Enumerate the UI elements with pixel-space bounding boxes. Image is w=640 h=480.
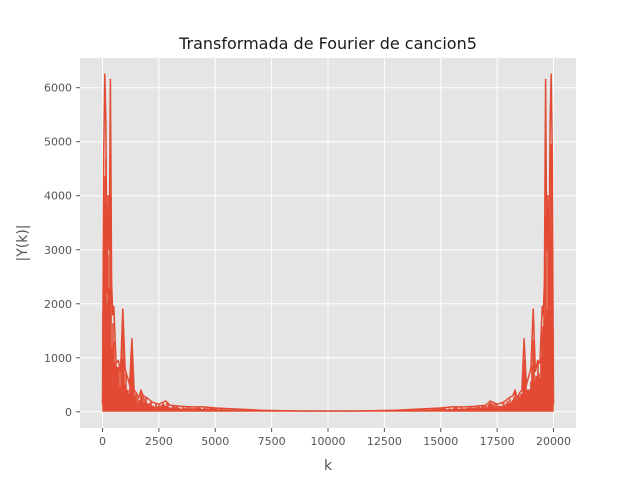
series-point: [110, 281, 113, 283]
series-point: [451, 406, 453, 408]
series-point: [191, 406, 194, 408]
series-point: [372, 409, 374, 412]
x-ticks: 0 2500 5000 7500 10000 12500 15000 17500 20000: [99, 428, 571, 448]
series-point: [525, 384, 528, 386]
y-tick-label: 5000: [44, 136, 72, 149]
series-point: [102, 154, 105, 156]
series-point: [516, 397, 519, 400]
y-tick-label: 2000: [44, 298, 72, 311]
series-point: [521, 389, 523, 391]
series-point: [473, 405, 476, 408]
series-point: [131, 338, 133, 340]
series-point: [485, 404, 487, 407]
series-point: [133, 389, 135, 391]
series-point: [507, 397, 510, 400]
series-point: [124, 367, 126, 370]
series-point: [523, 338, 525, 340]
y-axis-label: |Y(k)|: [15, 224, 31, 261]
series-point: [126, 375, 129, 378]
series-point: [105, 122, 107, 124]
series-point: [214, 407, 217, 409]
y-tick-label: 0: [65, 406, 72, 419]
y-tick-label: 6000: [44, 82, 72, 95]
y-tick-label: 1000: [44, 352, 72, 365]
series-point: [548, 292, 550, 294]
series-point: [549, 122, 551, 124]
x-tick-label: 20000: [536, 435, 571, 448]
x-tick-label: 0: [99, 435, 106, 448]
series-point: [536, 359, 539, 362]
series-point: [518, 392, 521, 394]
series-point: [135, 392, 138, 394]
series-point: [462, 406, 465, 408]
series-point: [503, 401, 505, 403]
series-point: [282, 409, 284, 412]
series-point: [534, 370, 537, 373]
series-point: [417, 408, 419, 410]
series-point: [496, 403, 498, 405]
series-point: [119, 370, 122, 373]
series-point: [115, 362, 117, 364]
series-point: [107, 194, 109, 197]
x-tick-label: 7500: [258, 435, 286, 448]
series-point: [259, 409, 262, 411]
series-point: [552, 402, 555, 405]
series-point: [543, 281, 546, 283]
series-point: [122, 308, 124, 310]
series-point: [530, 367, 532, 370]
series-point: [527, 375, 530, 378]
x-tick-label: 10000: [311, 435, 346, 448]
series-point: [349, 410, 352, 412]
series-point: [439, 407, 442, 409]
series-point: [142, 394, 144, 397]
series-point: [164, 400, 167, 402]
series-point: [514, 389, 516, 391]
y-tick-label: 3000: [44, 244, 72, 257]
series-point: [532, 308, 534, 310]
series-point: [104, 73, 106, 75]
series-point: [137, 397, 140, 400]
series-point: [541, 305, 543, 308]
series-point: [151, 401, 153, 403]
x-axis-label: k: [324, 458, 333, 474]
series-point: [327, 410, 329, 412]
series-point: [140, 389, 142, 391]
y-tick-label: 4000: [44, 190, 72, 203]
series-point: [169, 404, 171, 407]
series-point: [550, 73, 552, 75]
series-point: [203, 406, 205, 408]
series-point: [146, 397, 149, 400]
x-tick-label: 17500: [480, 435, 515, 448]
series-point: [111, 313, 114, 316]
series-point: [128, 384, 131, 386]
x-tick-label: 12500: [367, 435, 402, 448]
series-point: [542, 313, 545, 316]
series-point: [237, 408, 239, 410]
x-tick-label: 2500: [145, 435, 173, 448]
series-point: [158, 403, 160, 405]
y-ticks: 0 1000 2000 3000 4000 5000 6000: [44, 82, 80, 419]
series-point: [545, 249, 548, 251]
series-point: [512, 394, 514, 397]
series-point: [101, 402, 104, 405]
series-point: [109, 78, 112, 81]
series-point: [394, 409, 397, 411]
x-tick-label: 15000: [423, 435, 458, 448]
series-point: [547, 194, 549, 197]
series-point: [180, 405, 183, 408]
chart-title: Transformada de Fourier de cancion5: [178, 34, 477, 53]
series-point: [113, 305, 115, 308]
series-layer: [101, 73, 555, 412]
series-point: [544, 78, 547, 81]
series-point: [539, 362, 541, 364]
series-point: [117, 359, 120, 362]
series-point: [551, 154, 554, 156]
series-point: [304, 410, 307, 412]
series-point: [108, 249, 111, 251]
series-point: [489, 400, 492, 402]
x-tick-label: 5000: [201, 435, 229, 448]
series-point: [106, 292, 108, 294]
